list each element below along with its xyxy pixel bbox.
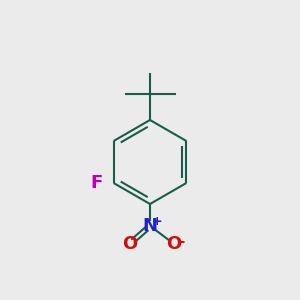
Text: +: +	[151, 215, 162, 228]
Text: -: -	[178, 234, 185, 249]
Text: O: O	[122, 235, 137, 253]
Text: F: F	[90, 174, 102, 192]
Text: O: O	[167, 235, 182, 253]
Text: N: N	[142, 217, 158, 235]
